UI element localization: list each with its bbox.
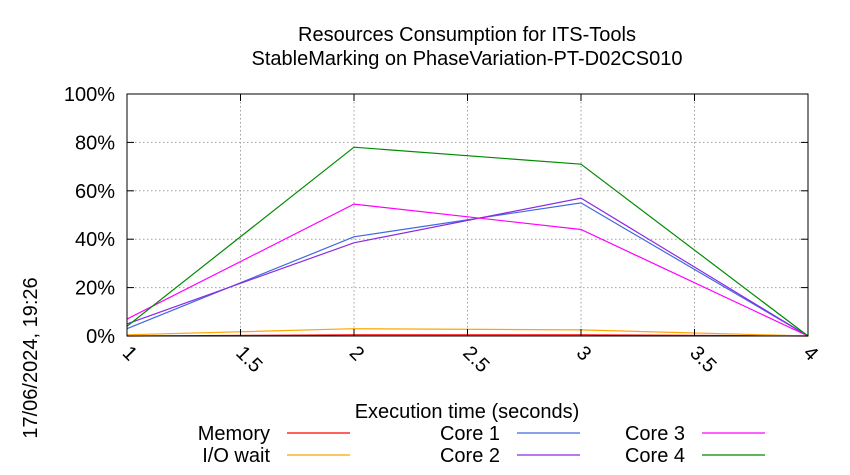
legend-label: Core 4	[625, 445, 685, 467]
y-tick-label: 100%	[64, 84, 115, 106]
x-tick-label: 2	[345, 342, 368, 365]
series-line-core-3	[126, 203, 809, 337]
legend-label: I/O wait	[202, 445, 270, 467]
y-tick-label: 20%	[75, 278, 115, 300]
legend-label: Core 1	[440, 423, 500, 445]
legend-label: Memory	[198, 423, 270, 445]
y-axis: 0% 20% 40% 60% 80% 100%	[64, 84, 808, 348]
x-tick-label: 1.5	[231, 342, 266, 377]
x-tick-label: 1	[118, 342, 141, 365]
legend-label: Core 2	[440, 445, 500, 467]
series-line-core-2	[126, 197, 809, 337]
y-tick-label: 0%	[86, 326, 115, 348]
series-lines	[126, 146, 809, 337]
chart-title: Resources Consumption for ITS-Tools	[298, 24, 636, 46]
x-tick-label: 3	[572, 342, 595, 365]
chart-subtitle: StableMarking on PhaseVariation-PT-D02CS…	[252, 48, 683, 70]
x-tick-label: 4	[799, 342, 822, 365]
y-tick-label: 60%	[75, 181, 115, 203]
timestamp-label: 17/06/2024, 19:26	[20, 277, 42, 438]
legend-label: Core 3	[625, 423, 685, 445]
series-line-core-4	[126, 146, 809, 337]
x-tick-label: 3.5	[685, 342, 720, 377]
x-axis-label: Execution time (seconds)	[355, 401, 580, 423]
y-tick-label: 80%	[75, 132, 115, 154]
y-tick-label: 40%	[75, 229, 115, 251]
x-tick-label: 2.5	[458, 342, 493, 377]
grid	[127, 94, 808, 336]
